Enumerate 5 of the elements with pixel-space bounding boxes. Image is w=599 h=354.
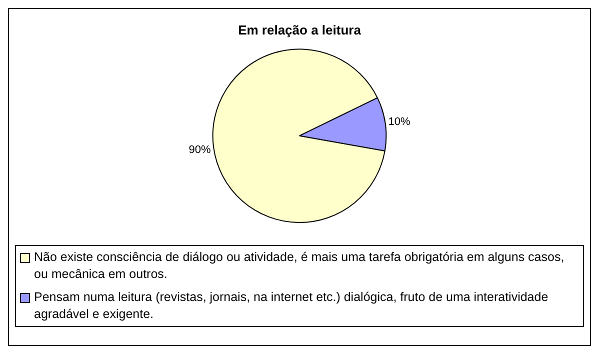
chart-title: Em relação a leitura: [238, 22, 362, 38]
data-label: 90%: [188, 144, 211, 156]
legend-label: Pensam numa leitura (revistas, jornais, na internet etc.) dialógica, fruto de uma interatividade agradável e exigente.: [34, 289, 550, 323]
legend-label: Não existe consciência de diálogo ou atividade, é mais uma tarefa obrigatória em alguns casos, ou mecânica em outros.: [34, 249, 566, 283]
data-label: 10%: [388, 116, 410, 128]
